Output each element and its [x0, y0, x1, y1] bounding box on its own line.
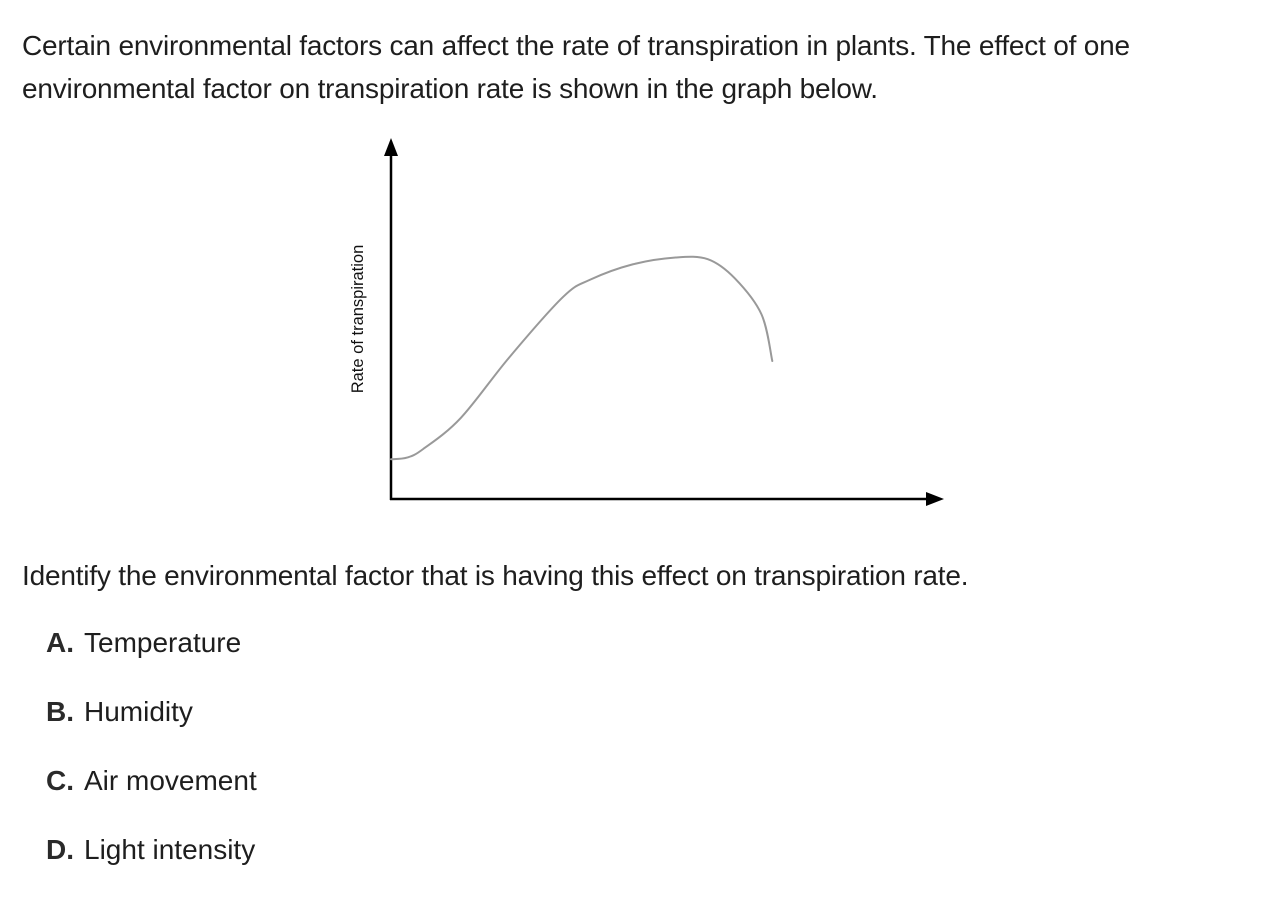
option-a-text: Temperature	[84, 627, 242, 658]
option-d-text: Light intensity	[84, 834, 256, 865]
option-d-letter: D.	[46, 834, 74, 865]
answer-options: A. Temperature B. Humidity C. Air moveme…	[46, 622, 257, 898]
option-a-letter: A.	[46, 627, 74, 658]
option-c[interactable]: C. Air movement	[46, 760, 257, 829]
option-b-text: Humidity	[84, 696, 193, 727]
option-b-letter: B.	[46, 696, 74, 727]
y-axis-arrowhead	[384, 138, 398, 156]
intro-text: Certain environmental factors can affect…	[22, 30, 1130, 104]
transpiration-graph: Rate of transpiration	[330, 130, 960, 520]
question-text: Identify the environmental factor that i…	[22, 560, 969, 591]
option-a[interactable]: A. Temperature	[46, 622, 257, 691]
x-axis-arrowhead	[926, 492, 944, 506]
option-d[interactable]: D. Light intensity	[46, 829, 257, 898]
option-c-text: Air movement	[84, 765, 257, 796]
transpiration-curve	[390, 255, 774, 461]
chart-svg: Rate of transpiration	[349, 138, 944, 506]
option-c-letter: C.	[46, 765, 74, 796]
option-b[interactable]: B. Humidity	[46, 691, 257, 760]
y-axis-label: Rate of transpiration	[349, 245, 367, 394]
